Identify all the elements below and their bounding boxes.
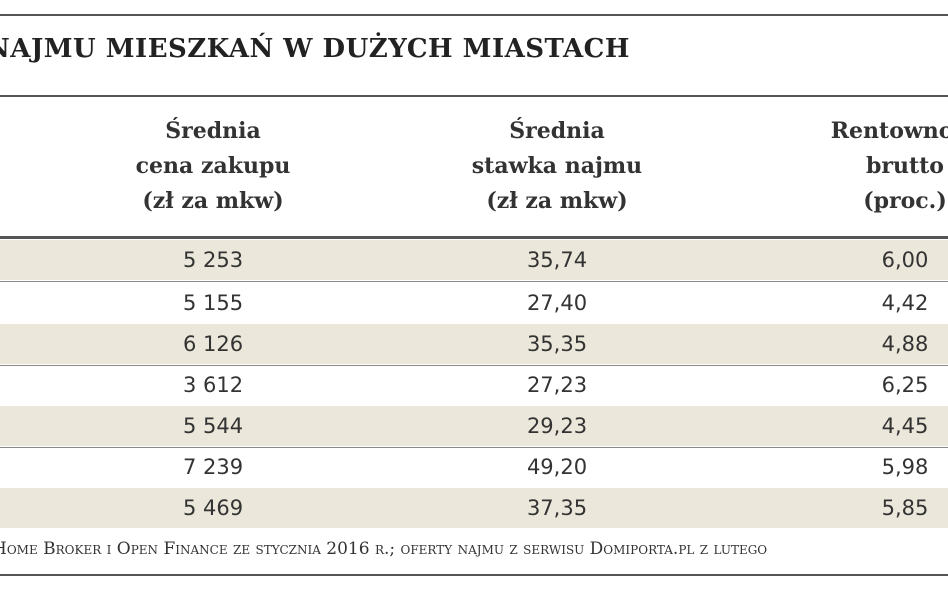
header-line: cena zakupu: [135, 153, 291, 179]
table-cell: 27,40: [526, 291, 588, 315]
source-note: Home Broker i Open Finance ze stycznia 2…: [0, 539, 768, 559]
header-line: Średnia: [165, 118, 261, 144]
table-cell: 35,74: [526, 248, 588, 272]
table-cell: 35,35: [526, 332, 588, 356]
column-header: Rentowność brutto (proc.): [775, 114, 948, 219]
row-divider: [0, 281, 948, 282]
table-cell: 5,85: [881, 496, 929, 520]
table-cell: 5 155: [182, 291, 244, 315]
table-row: 5 155 27,40 4,42: [0, 283, 948, 323]
table-cell: 5,98: [881, 455, 929, 479]
header-line: Średnia: [509, 118, 605, 144]
table-row: 5 544 29,23 4,45: [0, 406, 948, 446]
table-cell: 27,23: [526, 373, 588, 397]
bottom-rule: [0, 574, 948, 576]
table-cell: 4,45: [881, 414, 929, 438]
row-divider: [0, 365, 948, 366]
table-row: 6 126 35,35 4,88: [0, 324, 948, 364]
table-cell: 3 612: [182, 373, 244, 397]
table-cell: 49,20: [526, 455, 588, 479]
table-row: 5 253 35,74 6,00: [0, 240, 948, 280]
header-line: Rentowność: [830, 118, 948, 144]
table-row: 3 612 27,23 6,25: [0, 365, 948, 405]
table-cell: 6,00: [881, 248, 929, 272]
table-cell: 37,35: [526, 496, 588, 520]
table-row: 5 469 37,35 5,85: [0, 488, 948, 528]
table-cell: 6,25: [881, 373, 929, 397]
table-cell: 5 469: [182, 496, 244, 520]
header-line: stawka najmu: [471, 153, 643, 179]
column-header: Średnia stawka najmu (zł za mkw): [427, 114, 687, 219]
row-divider: [0, 447, 948, 448]
header-line: (zł za mkw): [486, 188, 628, 214]
header-line: (proc.): [863, 188, 947, 214]
table-cell: 7 239: [182, 455, 244, 479]
title-rule: [0, 95, 948, 97]
table-cell: 5 253: [182, 248, 244, 272]
table-row: 7 239 49,20 5,98: [0, 447, 948, 487]
table-cell: 4,42: [881, 291, 929, 315]
table-cell: 29,23: [526, 414, 588, 438]
table-cell: 6 126: [182, 332, 244, 356]
table-cell: 5 544: [182, 414, 244, 438]
column-header: Średnia cena zakupu (zł za mkw): [83, 114, 343, 219]
header-rule: [0, 236, 948, 239]
table-cell: 4,88: [881, 332, 929, 356]
title: NAJMU MIESZKAŃ W DUŻYCH MIASTACH: [0, 34, 630, 64]
header-line: (zł za mkw): [142, 188, 284, 214]
top-rule: [0, 14, 948, 16]
header-line: brutto: [866, 153, 944, 179]
